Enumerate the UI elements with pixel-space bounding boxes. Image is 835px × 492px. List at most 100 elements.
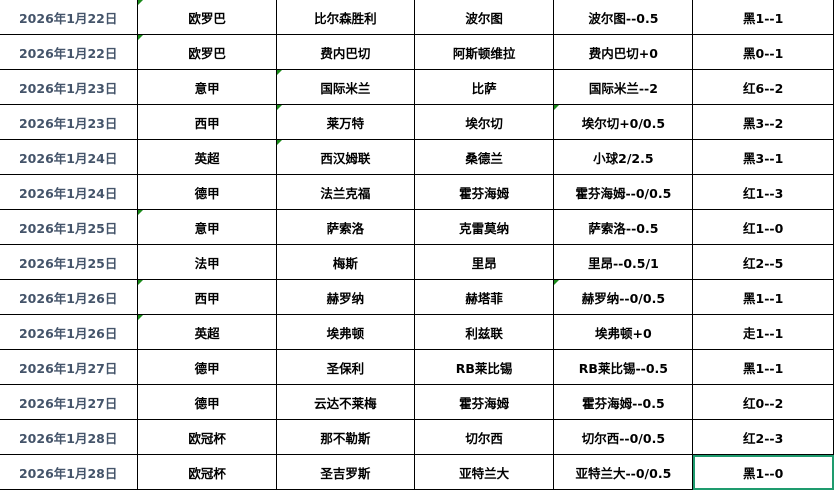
handicap-cell[interactable]: 国际米兰--2 bbox=[553, 69, 694, 105]
home-cell[interactable]: 比尔森胜利 bbox=[276, 0, 415, 35]
home-text: 国际米兰 bbox=[320, 80, 371, 96]
league-cell[interactable]: 英超 bbox=[137, 314, 277, 350]
away-cell[interactable]: RB莱比锡 bbox=[413, 349, 555, 385]
date-cell[interactable]: 2026年1月28日 bbox=[0, 419, 139, 455]
result-cell[interactable]: 黑3--1 bbox=[692, 139, 834, 175]
handicap-text: 切尔西--0/0.5 bbox=[581, 430, 666, 446]
away-cell[interactable]: 埃尔切 bbox=[413, 104, 555, 140]
result-cell[interactable]: 红6--2 bbox=[692, 69, 834, 105]
result-cell[interactable]: 红2--5 bbox=[692, 244, 834, 280]
away-cell[interactable]: 切尔西 bbox=[413, 419, 555, 455]
away-cell[interactable]: 霍芬海姆 bbox=[413, 174, 555, 210]
league-cell[interactable]: 法甲 bbox=[137, 244, 277, 280]
away-cell[interactable]: 克雷莫纳 bbox=[413, 209, 555, 245]
result-cell[interactable]: 黑0--1 bbox=[692, 34, 834, 70]
league-cell[interactable]: 德甲 bbox=[137, 349, 277, 385]
table-row: 2026年1月28日 欧冠杯 圣吉罗斯 亚特兰大 亚特兰大--0/0.5 黑1--0 bbox=[0, 454, 834, 490]
home-cell[interactable]: 西汉姆联 bbox=[276, 139, 415, 175]
date-cell[interactable]: 2026年1月22日 bbox=[0, 34, 139, 70]
handicap-cell[interactable]: 波尔图--0.5 bbox=[553, 0, 694, 35]
result-text: 红6--2 bbox=[743, 80, 784, 96]
result-cell[interactable]: 黑1--1 bbox=[692, 0, 834, 35]
home-cell[interactable]: 萨索洛 bbox=[276, 209, 415, 245]
result-cell[interactable]: 红0--2 bbox=[692, 384, 834, 420]
away-cell[interactable]: 利兹联 bbox=[413, 314, 555, 350]
date-cell[interactable]: 2026年1月27日 bbox=[0, 349, 139, 385]
home-cell[interactable]: 费内巴切 bbox=[276, 34, 415, 70]
league-cell[interactable]: 意甲 bbox=[137, 69, 277, 105]
league-cell[interactable]: 欧罗巴 bbox=[137, 0, 277, 35]
handicap-cell[interactable]: 里昂--0.5/1 bbox=[553, 244, 694, 280]
handicap-cell[interactable]: 埃弗顿+0 bbox=[553, 314, 694, 350]
result-cell[interactable]: 走1--1 bbox=[692, 314, 834, 350]
result-cell[interactable]: 黑1--1 bbox=[692, 349, 834, 385]
home-cell[interactable]: 那不勒斯 bbox=[276, 419, 415, 455]
handicap-cell[interactable]: 切尔西--0/0.5 bbox=[553, 419, 694, 455]
handicap-cell[interactable]: 小球2/2.5 bbox=[553, 139, 694, 175]
handicap-cell[interactable]: 霍芬海姆--0/0.5 bbox=[553, 174, 694, 210]
home-cell[interactable]: 法兰克福 bbox=[276, 174, 415, 210]
league-cell[interactable]: 德甲 bbox=[137, 174, 277, 210]
league-cell[interactable]: 德甲 bbox=[137, 384, 277, 420]
result-cell[interactable]: 黑1--1 bbox=[692, 279, 834, 315]
date-text: 2026年1月25日 bbox=[18, 255, 118, 271]
date-cell[interactable]: 2026年1月26日 bbox=[0, 279, 139, 315]
date-cell[interactable]: 2026年1月23日 bbox=[0, 104, 139, 140]
league-text: 意甲 bbox=[194, 220, 220, 236]
date-cell[interactable]: 2026年1月23日 bbox=[0, 69, 139, 105]
date-cell[interactable]: 2026年1月25日 bbox=[0, 244, 139, 280]
date-cell[interactable]: 2026年1月25日 bbox=[0, 209, 139, 245]
league-cell[interactable]: 欧冠杯 bbox=[137, 419, 277, 455]
table-row: 2026年1月27日 德甲 云达不莱梅 霍芬海姆 霍芬海姆--0.5 红0--2 bbox=[0, 384, 834, 420]
date-cell[interactable]: 2026年1月22日 bbox=[0, 0, 139, 35]
handicap-cell[interactable]: RB莱比锡--0.5 bbox=[553, 349, 694, 385]
away-cell[interactable]: 里昂 bbox=[413, 244, 555, 280]
result-cell[interactable]: 黑3--2 bbox=[692, 104, 834, 140]
result-text: 红1--3 bbox=[743, 185, 784, 201]
handicap-cell[interactable]: 萨索洛--0.5 bbox=[553, 209, 694, 245]
handicap-cell[interactable]: 埃尔切+0/0.5 bbox=[553, 104, 694, 140]
league-cell[interactable]: 意甲 bbox=[137, 209, 277, 245]
result-text: 红0--2 bbox=[743, 395, 784, 411]
away-cell[interactable]: 阿斯顿维拉 bbox=[413, 34, 555, 70]
handicap-cell[interactable]: 亚特兰大--0/0.5 bbox=[553, 454, 694, 490]
result-cell[interactable]: 黑1--0 bbox=[692, 454, 834, 490]
comment-marker-icon bbox=[277, 140, 282, 145]
league-cell[interactable]: 欧冠杯 bbox=[137, 454, 277, 490]
date-cell[interactable]: 2026年1月28日 bbox=[0, 454, 139, 490]
home-cell[interactable]: 莱万特 bbox=[276, 104, 415, 140]
date-cell[interactable]: 2026年1月24日 bbox=[0, 174, 139, 210]
result-cell[interactable]: 红1--3 bbox=[692, 174, 834, 210]
home-cell[interactable]: 云达不莱梅 bbox=[276, 384, 415, 420]
date-cell[interactable]: 2026年1月24日 bbox=[0, 139, 139, 175]
date-text: 2026年1月28日 bbox=[18, 430, 118, 446]
handicap-cell[interactable]: 霍芬海姆--0.5 bbox=[553, 384, 694, 420]
away-cell[interactable]: 亚特兰大 bbox=[413, 454, 555, 490]
date-cell[interactable]: 2026年1月27日 bbox=[0, 384, 139, 420]
away-text: 亚特兰大 bbox=[459, 465, 510, 481]
handicap-cell[interactable]: 赫罗纳--0/0.5 bbox=[553, 279, 694, 315]
result-cell[interactable]: 红1--0 bbox=[692, 209, 834, 245]
away-text: 克雷莫纳 bbox=[459, 220, 510, 236]
away-cell[interactable]: 比萨 bbox=[413, 69, 555, 105]
handicap-cell[interactable]: 费内巴切+0 bbox=[553, 34, 694, 70]
table-row: 2026年1月24日 英超 西汉姆联 桑德兰 小球2/2.5 黑3--1 bbox=[0, 139, 834, 175]
home-cell[interactable]: 梅斯 bbox=[276, 244, 415, 280]
away-cell[interactable]: 霍芬海姆 bbox=[413, 384, 555, 420]
away-cell[interactable]: 桑德兰 bbox=[413, 139, 555, 175]
league-text: 欧冠杯 bbox=[188, 430, 226, 446]
league-cell[interactable]: 西甲 bbox=[137, 104, 277, 140]
home-cell[interactable]: 圣吉罗斯 bbox=[276, 454, 415, 490]
away-cell[interactable]: 波尔图 bbox=[413, 0, 555, 35]
away-cell[interactable]: 赫塔菲 bbox=[413, 279, 555, 315]
league-cell[interactable]: 西甲 bbox=[137, 279, 277, 315]
league-cell[interactable]: 欧罗巴 bbox=[137, 34, 277, 70]
home-cell[interactable]: 埃弗顿 bbox=[276, 314, 415, 350]
home-cell[interactable]: 圣保利 bbox=[276, 349, 415, 385]
home-cell[interactable]: 国际米兰 bbox=[276, 69, 415, 105]
date-cell[interactable]: 2026年1月26日 bbox=[0, 314, 139, 350]
table-row: 2026年1月22日 欧罗巴 费内巴切 阿斯顿维拉 费内巴切+0 黑0--1 bbox=[0, 34, 834, 70]
home-cell[interactable]: 赫罗纳 bbox=[276, 279, 415, 315]
league-cell[interactable]: 英超 bbox=[137, 139, 277, 175]
result-cell[interactable]: 红2--3 bbox=[692, 419, 834, 455]
